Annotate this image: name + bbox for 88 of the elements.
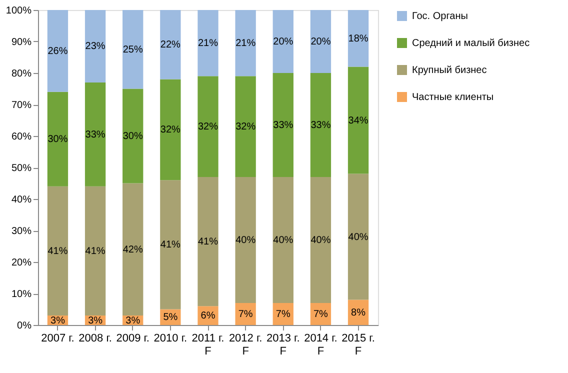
data-label: 30%: [122, 131, 143, 142]
data-label: 30%: [48, 134, 68, 146]
data-label: 40%: [310, 234, 331, 246]
y-tick-label: 70%: [11, 100, 32, 111]
bar: [84, 82, 106, 186]
data-label: 21%: [198, 38, 218, 50]
data-label: 3%: [50, 315, 66, 326]
bar: [310, 10, 332, 73]
data-label: 22%: [160, 40, 181, 51]
x-tick-label: 2012 г. F: [228, 332, 262, 358]
data-label: 41%: [160, 240, 181, 251]
data-label: 23%: [85, 41, 106, 52]
bar: [272, 176, 294, 303]
bar: [160, 79, 181, 180]
bar: [310, 73, 332, 177]
x-tick-label: 2009 г.: [116, 332, 150, 344]
data-label: 33%: [273, 120, 294, 131]
data-label: 3%: [88, 315, 103, 326]
y-tick-label: 40%: [11, 194, 32, 206]
y-tick-label: 90%: [11, 37, 32, 48]
y-tick-label: 50%: [11, 163, 32, 174]
x-tick-label: 2007 г.: [41, 332, 74, 344]
legend-label: Средний и малый бизнес: [412, 38, 530, 49]
bar: [272, 73, 294, 177]
bar: [272, 10, 294, 73]
legend-label: Частные клиенты: [412, 92, 494, 103]
legend-label: Гос. Органы: [412, 11, 468, 22]
bar: [310, 176, 332, 303]
bar: [84, 10, 106, 82]
data-label: 20%: [273, 36, 294, 48]
data-label: 32%: [160, 124, 181, 136]
data-label: 21%: [236, 38, 256, 50]
data-label: 26%: [48, 46, 68, 57]
data-label: 40%: [273, 234, 294, 246]
data-label: 42%: [122, 244, 143, 256]
data-label: 32%: [198, 122, 218, 133]
data-label: 5%: [163, 312, 178, 324]
data-label: 40%: [348, 232, 368, 243]
bar: [122, 88, 144, 184]
data-label: 32%: [236, 122, 256, 133]
data-label: 7%: [238, 308, 253, 320]
data-label: 41%: [198, 236, 218, 248]
data-label: 34%: [348, 115, 368, 126]
x-tick-label: 2008 г.: [78, 332, 112, 344]
bar: [47, 10, 68, 92]
y-tick-label: 30%: [11, 226, 32, 237]
data-label: 7%: [313, 308, 328, 320]
bar: [122, 10, 144, 89]
bar: [160, 10, 181, 80]
bar: [348, 66, 369, 174]
y-tick-label: 10%: [11, 289, 32, 300]
bar: [348, 174, 369, 300]
data-label: 33%: [310, 120, 331, 131]
data-label: 40%: [236, 234, 256, 246]
data-label: 18%: [348, 33, 368, 44]
bar: [235, 176, 256, 303]
bar: [198, 10, 218, 76]
y-tick-label: 20%: [11, 258, 32, 268]
y-tick-label: 80%: [11, 68, 32, 80]
bar: [235, 76, 256, 177]
bar: [47, 92, 68, 186]
bar: [84, 186, 106, 316]
data-label: 33%: [85, 129, 106, 140]
data-label: 8%: [351, 307, 366, 318]
x-tick-label: 2014 г. F: [304, 332, 338, 358]
x-tick-label: 2011 г. F: [192, 332, 224, 358]
y-tick-label: 60%: [11, 132, 32, 142]
x-tick-label: 2015 г. F: [342, 332, 375, 358]
bar: [235, 10, 256, 76]
legend-label: Крупный бизнес: [412, 65, 487, 76]
bar: [198, 176, 218, 306]
data-label: 41%: [85, 246, 106, 257]
data-label: 6%: [200, 310, 216, 322]
data-label: 41%: [48, 246, 68, 257]
x-tick-label: 2010 г.: [154, 332, 188, 344]
data-label: 25%: [122, 44, 143, 56]
bar: [235, 302, 256, 325]
x-tick-label: 2013 г. F: [266, 332, 300, 358]
bar: [198, 76, 218, 177]
bar: [47, 186, 68, 316]
bar: [122, 183, 144, 316]
bar: [160, 180, 181, 310]
y-tick-label: 0%: [17, 320, 32, 332]
data-label: 3%: [126, 315, 140, 326]
bar: [348, 10, 369, 67]
data-label: 20%: [310, 36, 331, 48]
y-tick-label: 100%: [6, 6, 32, 16]
data-label: 7%: [276, 308, 290, 320]
